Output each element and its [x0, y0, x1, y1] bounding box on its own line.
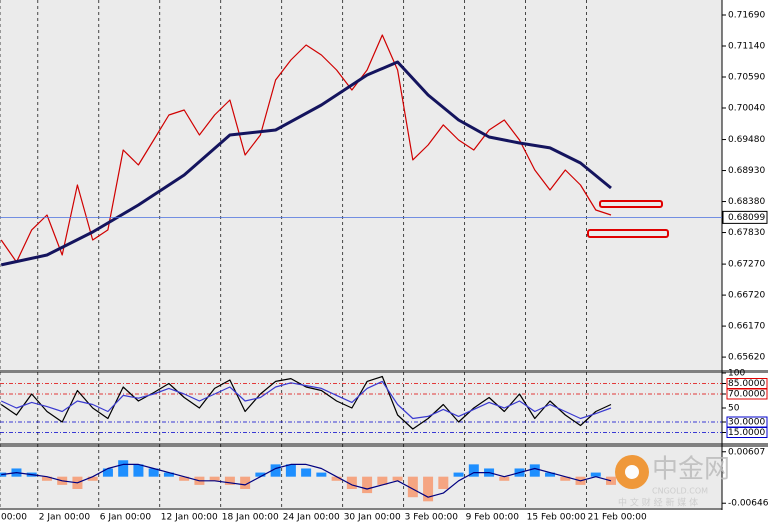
histogram-bar [560, 476, 571, 481]
y-tick-label: 0.66720 [728, 291, 765, 301]
x-tick-label: 6 Jan 00:00 [100, 513, 152, 523]
y-tick-label: 0.70590 [728, 72, 765, 82]
histogram-bar [255, 472, 266, 477]
y-tick-label: 0.68930 [728, 166, 765, 176]
y-tick-label: 0.65620 [728, 353, 765, 363]
x-tick-label: 21 Feb 00:00 [588, 513, 647, 523]
y-tick-label: 0.71690 [728, 10, 765, 20]
x-tick-label: 2 Jan 00:00 [39, 513, 91, 523]
watermark: 中金网 中 文 财 经 新 媒 体 CNGOLD.COM [615, 455, 730, 509]
histogram-bar [331, 476, 342, 481]
histogram-bar [118, 460, 129, 477]
y-tick-label: 85.0000 [728, 379, 765, 389]
histogram-bar [285, 464, 296, 477]
x-tick-label: 24 Jan 00:00 [283, 513, 340, 523]
y-tick-label: 50 [728, 404, 740, 414]
macd-pane [0, 447, 722, 508]
histogram-bar [301, 468, 312, 477]
histogram-bar [148, 468, 159, 477]
current-price-label: 0.68099 [728, 213, 765, 223]
y-tick-label: 0.66170 [728, 322, 765, 332]
x-tick-label: 3 Feb 00:00 [405, 513, 459, 523]
series-line [0, 380, 612, 420]
histogram-bar [438, 476, 449, 489]
histogram-bar [102, 468, 113, 477]
x-tick-label: 9 Feb 00:00 [466, 513, 520, 523]
histogram-bar [362, 476, 373, 494]
histogram-bar [423, 476, 434, 502]
watermark-tagline: 中 文 财 经 新 媒 体 [618, 497, 698, 509]
y-tick-label: 15.0000 [728, 428, 765, 438]
x-tick-label: 30 Jan 00:00 [344, 513, 401, 523]
histogram-bar [468, 464, 479, 477]
histogram-bar [392, 476, 403, 481]
histogram-bar [346, 476, 357, 489]
histogram-bar [224, 476, 235, 485]
histogram-bar [179, 476, 190, 481]
histogram-bar [590, 472, 601, 477]
current-price-box [722, 210, 768, 224]
histogram-bar [499, 476, 510, 481]
y-tick-label: 0.71140 [728, 41, 765, 51]
histogram-bar [133, 464, 144, 477]
series-line [0, 34, 612, 263]
histogram-bar [270, 464, 281, 477]
x-tick-label: 15 Feb 00:00 [527, 513, 586, 523]
histogram-bar [377, 476, 388, 485]
y-tick-label: 0.69480 [728, 135, 765, 145]
level-label-box [726, 388, 768, 400]
watermark-site: CNGOLD.COM [652, 487, 708, 496]
histogram-bar [545, 472, 556, 477]
y-tick-label: 0.00607 [728, 447, 765, 457]
annotation-box [599, 200, 663, 208]
watermark-logo: 中金网 [652, 455, 730, 485]
y-tick-label: 0.67270 [728, 260, 765, 270]
stochastic-pane [0, 373, 722, 443]
annotation-box [587, 229, 669, 238]
histogram-bar [240, 476, 251, 489]
series-line [1, 463, 612, 498]
y-tick-label: 100 [728, 369, 745, 379]
histogram-bar [87, 476, 98, 481]
series-line [0, 60, 612, 267]
histogram-bar [453, 472, 464, 477]
x-tick-label: 00:00 [1, 513, 27, 523]
y-tick-label: 0.67830 [728, 228, 765, 238]
y-tick-label: 30.0000 [728, 418, 765, 428]
x-tick-label: 18 Jan 00:00 [222, 513, 279, 523]
y-tick-label: 0.68380 [728, 197, 765, 207]
histogram-bar [606, 476, 617, 485]
pane-separator [0, 370, 768, 373]
histogram-bar [316, 472, 327, 477]
level-label-box [726, 427, 768, 438]
histogram-bar [41, 476, 52, 481]
y-tick-label: 0.70040 [728, 103, 765, 113]
x-tick-label: 12 Jan 00:00 [161, 513, 218, 523]
y-tick-label: -0.006468 [728, 499, 768, 509]
histogram-bar [209, 476, 220, 481]
histogram-bar [163, 472, 174, 477]
histogram-bar [529, 464, 540, 477]
pane-separator [0, 443, 768, 447]
price-pane [0, 0, 722, 370]
logo-dot [625, 465, 639, 479]
y-tick-label: 70.0000 [728, 390, 765, 400]
histogram-bar [407, 476, 418, 498]
